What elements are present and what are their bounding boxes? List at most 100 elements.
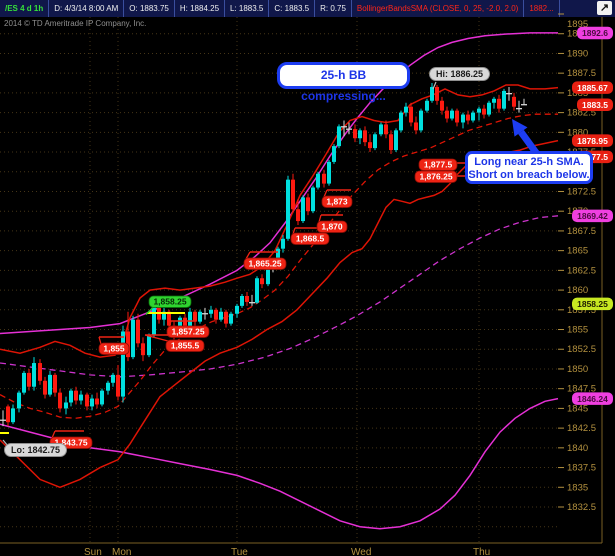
range-field: R: 0.75: [315, 0, 352, 17]
y-tick-label: 1887.5: [567, 68, 596, 79]
y-tick-label: 1865: [567, 246, 588, 257]
y-tick-label: 1847.5: [567, 384, 596, 395]
y-tick-label: 1837.5: [567, 463, 596, 474]
hi-badge-pointer: [432, 81, 437, 90]
candle-body: [11, 408, 15, 423]
y-tick-label: 1845: [567, 403, 588, 414]
expand-icon[interactable]: ↗: [597, 1, 612, 15]
annotation-arrow-shaft: [518, 129, 540, 157]
price-bubble-text: 1,843.75: [54, 438, 87, 448]
candle-body: [384, 124, 388, 135]
symbol-timeframe-field[interactable]: /ES 4 d 1h: [0, 0, 50, 17]
candle-body: [327, 161, 331, 184]
price-bubble-text: 1,865.25: [248, 259, 281, 269]
axis-price-badge-text: 1878.95: [577, 136, 608, 146]
axis-price-badge: [572, 81, 613, 94]
candle-body: [58, 392, 62, 409]
candle-body: [266, 264, 270, 285]
candle-body: [229, 313, 233, 324]
candle-body: [306, 197, 310, 212]
candle-body: [430, 86, 434, 101]
study-label[interactable]: BollingerBandsSMA (CLOSE, 0, 25, -2.0, 2…: [352, 0, 525, 17]
high-field: H: 1884.25: [175, 0, 226, 17]
candle-body: [286, 179, 290, 239]
candle-body: [188, 311, 192, 328]
candle-body: [404, 106, 408, 113]
y-tick-label: 1850: [567, 364, 588, 375]
candle-body: [64, 402, 68, 409]
price-bubble: [243, 257, 287, 270]
price-bubble: [290, 232, 330, 245]
price-bubble-text: 1,855: [103, 344, 125, 354]
candle-body: [425, 100, 429, 111]
25h-bb-lower-line: [0, 139, 559, 489]
candle-body: [17, 392, 21, 409]
y-tick-label: 1880: [567, 127, 588, 138]
candle-body: [69, 390, 73, 403]
axis-price-badge-text: 1877.5: [582, 152, 608, 162]
candle-body: [414, 122, 418, 131]
y-tick-label: 1832.5: [567, 502, 596, 513]
annotation-arrow-head: [512, 119, 528, 137]
candle-body: [38, 363, 42, 381]
candle-body: [301, 197, 305, 222]
open-field: O: 1883.75: [124, 0, 175, 17]
axis-price-badge-text: 1869.42: [577, 211, 608, 221]
candle-body: [111, 374, 115, 383]
candle-body: [379, 124, 383, 135]
axis-price-badge: [577, 98, 613, 112]
candle-body: [157, 303, 161, 320]
candle-body: [311, 187, 315, 212]
annotation-trade-plan[interactable]: Long near 25-h SMA. Short on breach belo…: [465, 151, 593, 184]
price-bubble-text: 1,868.5: [296, 234, 325, 244]
axis-price-badge-text: 1858.25: [577, 299, 608, 309]
axis-price-badge: [572, 209, 613, 223]
x-day-label: Wed: [351, 547, 371, 556]
candle-body: [85, 394, 89, 407]
price-bubble: [414, 170, 458, 183]
annotation-bb-compressing[interactable]: 25-h BB compressing...: [277, 62, 410, 103]
candle-body: [131, 319, 135, 358]
price-bubble-text: 1,858.25: [153, 297, 186, 307]
annotation-line-2: Short on breach below.: [468, 169, 590, 181]
candle-body: [466, 114, 470, 121]
axis-price-badge-text: 1885.67: [577, 83, 608, 93]
candle-body: [95, 398, 99, 405]
axis-price-badge-text: 1846.24: [577, 394, 608, 404]
candle-body: [409, 106, 413, 123]
candle-body: [240, 295, 244, 306]
long-bb-upper-line: [0, 32, 558, 335]
axis-price-badge-text: 1892.6: [582, 28, 608, 38]
candle-body: [6, 406, 10, 423]
candle-body: [455, 110, 459, 123]
annotation-line-1: Long near 25-h SMA.: [474, 156, 584, 168]
chart-header-bar: /ES 4 d 1h D: 4/3/14 8:00 AM O: 1883.75 …: [0, 0, 615, 17]
candle-body: [152, 303, 156, 336]
candle-body: [445, 110, 449, 119]
candle-body: [100, 390, 104, 405]
y-tick-label: 1835: [567, 482, 588, 493]
25h-bb-upper-line: [0, 84, 559, 358]
candle-body: [419, 110, 423, 131]
candle-body: [296, 209, 300, 222]
candle-body: [90, 398, 94, 407]
candle-body: [27, 372, 31, 387]
y-tick-label: 1872.5: [567, 186, 596, 197]
candle-body: [209, 309, 213, 314]
candle-body: [373, 134, 377, 149]
date-field: D: 4/3/14 8:00 AM: [49, 0, 125, 17]
price-bubble-text: 1,855.5: [171, 341, 200, 351]
axis-price-badge: [572, 134, 613, 147]
candle-body: [147, 335, 151, 356]
candle-body: [450, 110, 454, 119]
candle-body: [291, 179, 295, 210]
y-tick-label: 1895: [567, 19, 588, 30]
y-tick-label: 1855: [567, 325, 588, 336]
y-tick-label: 1862.5: [567, 265, 596, 276]
price-bubble: [418, 158, 458, 171]
axis-price-badge: [572, 392, 613, 405]
candle-body: [332, 146, 336, 162]
candle-body: [116, 374, 120, 397]
candle-body: [399, 112, 403, 131]
